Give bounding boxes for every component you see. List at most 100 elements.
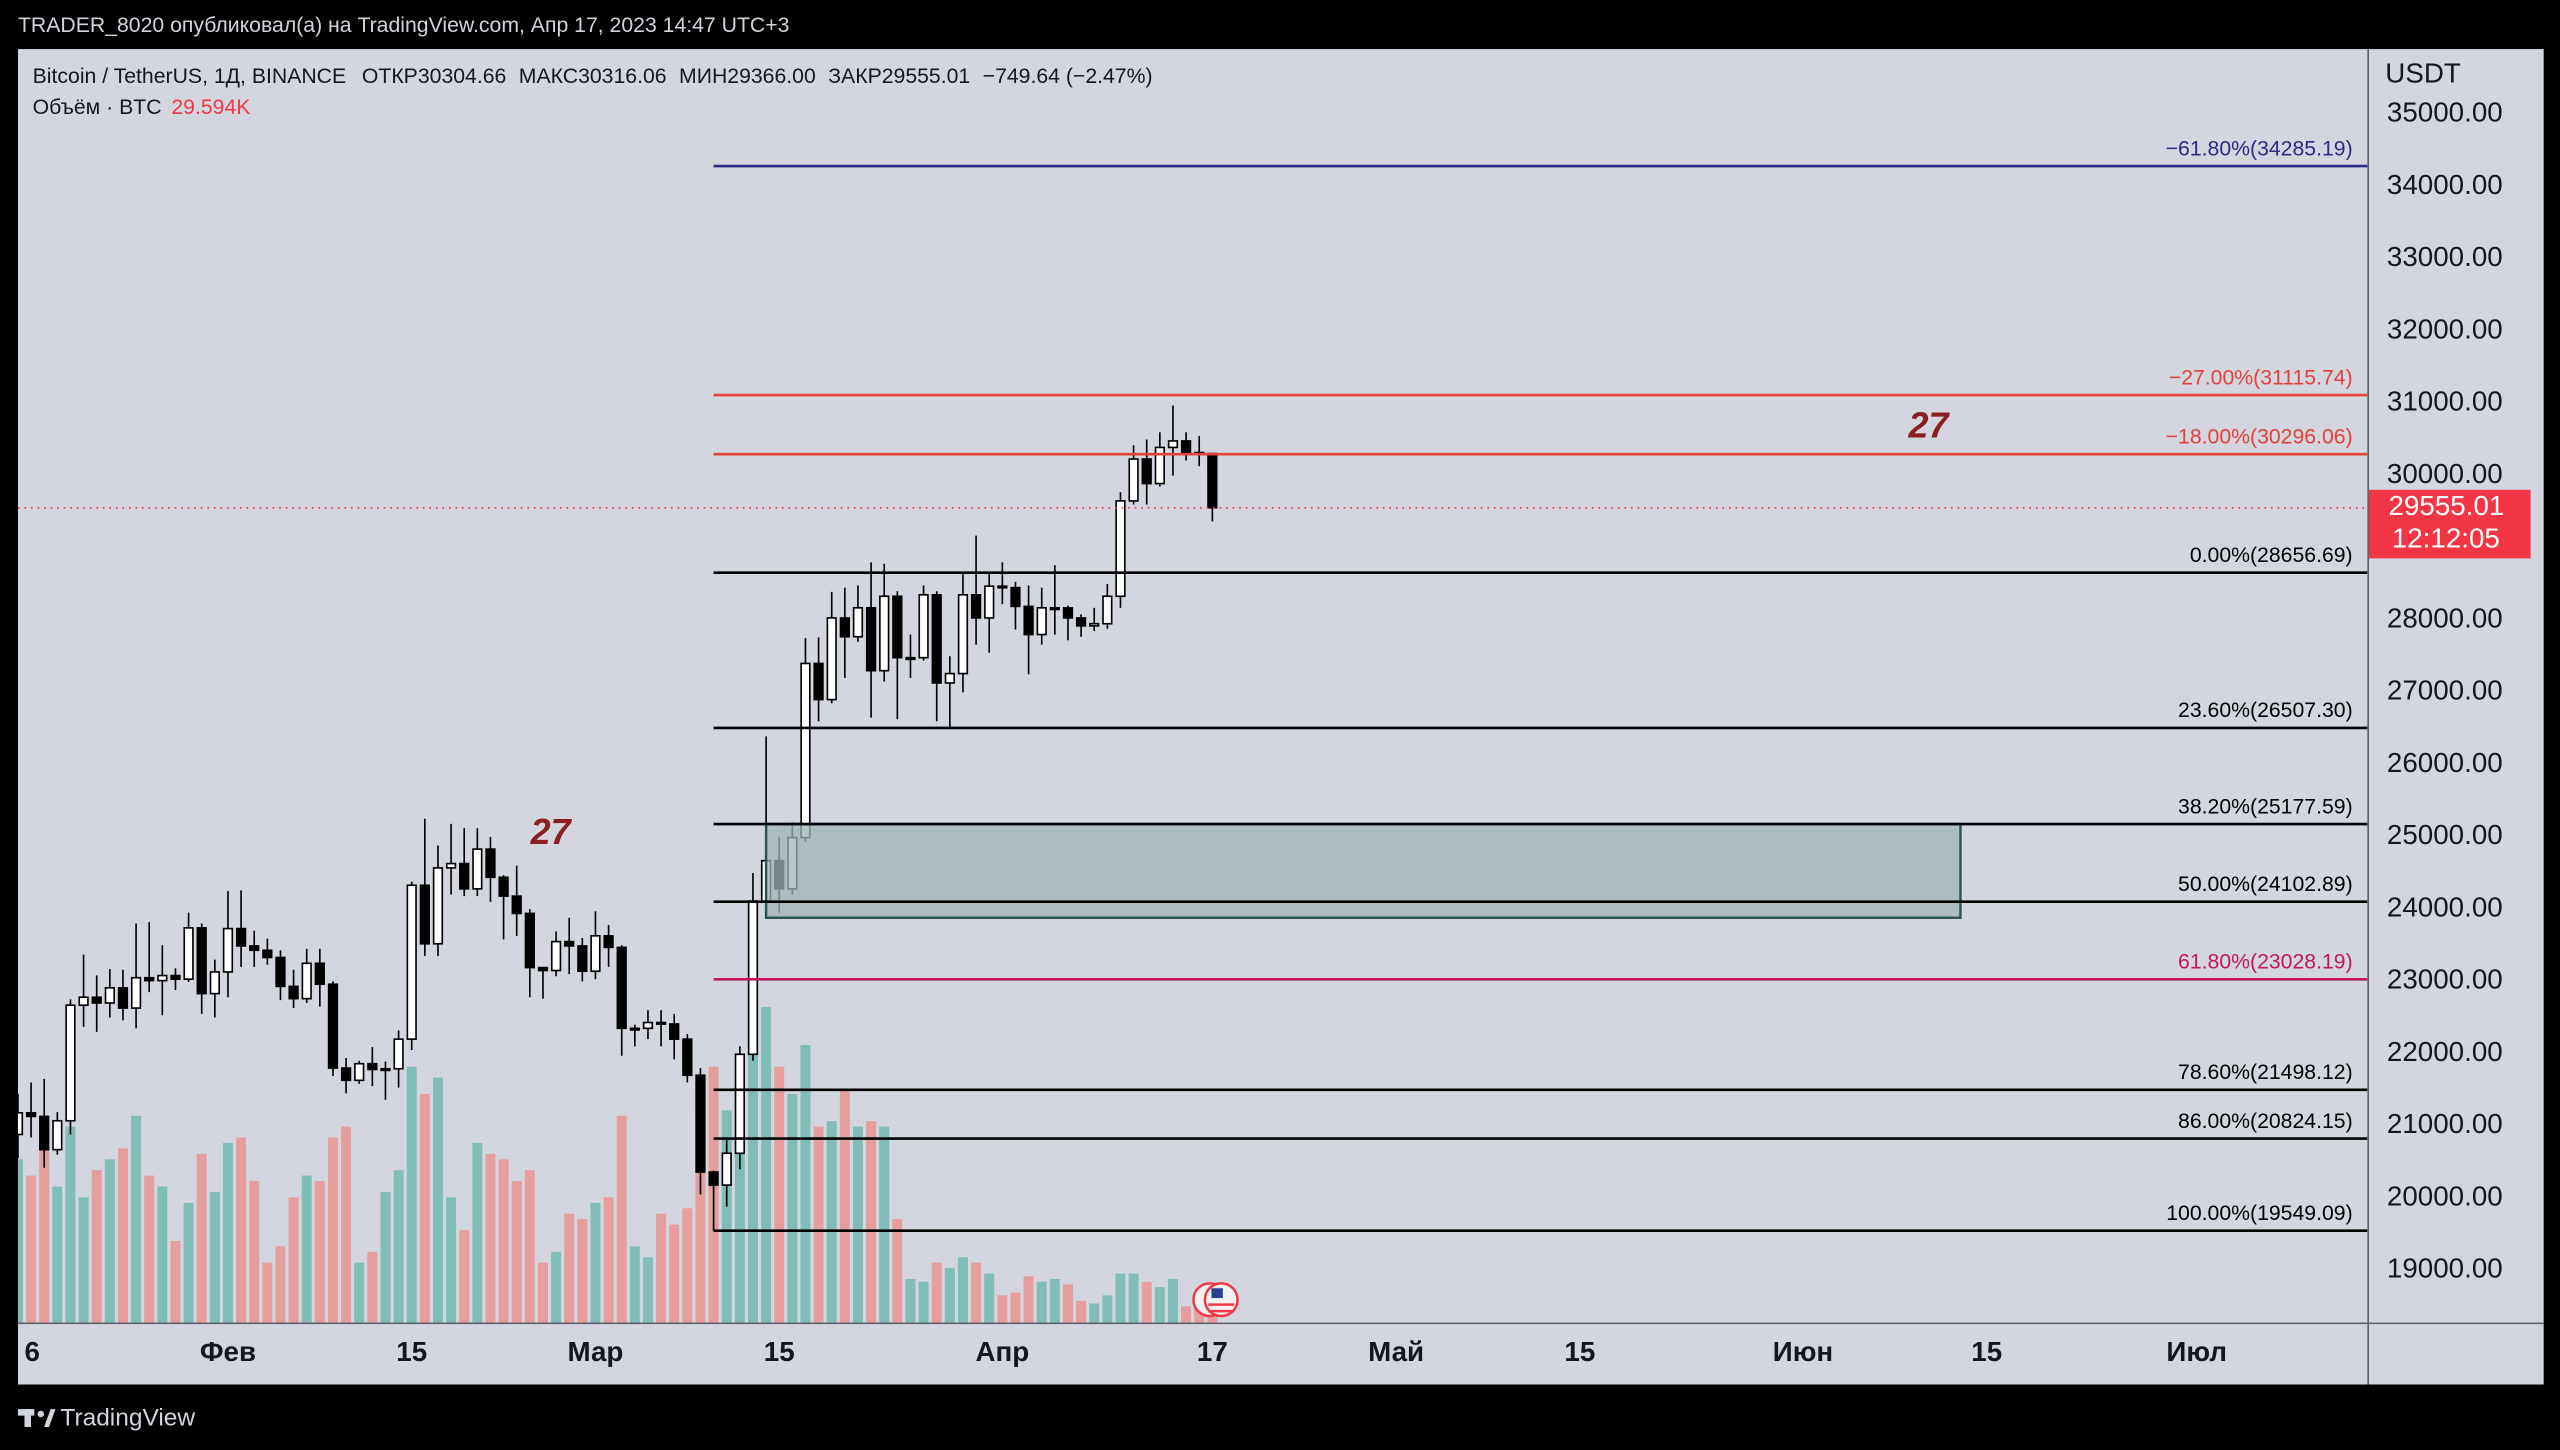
volume-bar <box>1181 1306 1192 1323</box>
x-tick-label: Фев <box>200 1336 256 1367</box>
candle-body <box>222 927 234 973</box>
annotation: 27 <box>1908 404 1951 445</box>
fib-label: 86.00%(20824.15) <box>2178 1110 2353 1133</box>
currency: USDT <box>2385 58 2461 89</box>
candle-body <box>905 656 916 661</box>
volume-bar <box>327 1137 338 1323</box>
price-badge-countdown: 12:12:05 <box>2392 523 2500 554</box>
candle-body <box>616 946 627 1030</box>
volume-bar <box>603 1197 614 1323</box>
candle-body <box>865 607 877 672</box>
volume-bar <box>1128 1273 1139 1323</box>
tradingview-logo-icon <box>17 1409 56 1428</box>
candle-body <box>957 594 969 675</box>
legend-label: ОТКР <box>362 64 418 87</box>
volume-bar <box>1010 1292 1021 1323</box>
y-tick-label: 30000.00 <box>2387 458 2503 489</box>
volume-bar <box>642 1257 653 1323</box>
y-tick-label: 24000.00 <box>2387 891 2503 922</box>
candle-body <box>419 884 430 945</box>
candle-body <box>852 607 864 638</box>
volume-bar <box>892 1219 903 1323</box>
volume-bar <box>734 1093 745 1323</box>
y-tick-label: 26000.00 <box>2387 747 2503 778</box>
annotation: 27 <box>530 811 573 852</box>
volume-bar <box>262 1262 273 1323</box>
candle-body <box>669 1023 680 1040</box>
volume-bar <box>65 1126 76 1323</box>
x-tick-label: 15 <box>1564 1336 1595 1367</box>
fib-label: 100.00%(19549.09) <box>2166 1202 2352 1225</box>
candle-body <box>52 1119 63 1151</box>
y-tick-label: 28000.00 <box>2387 602 2503 633</box>
volume-bar <box>813 1126 824 1323</box>
volume-bar <box>288 1197 299 1323</box>
volume-title: Объём · BTC <box>33 95 162 118</box>
x-tick-label: Апр <box>975 1336 1029 1367</box>
volume-bar <box>590 1202 601 1323</box>
candle-body <box>826 617 837 701</box>
legend-value: 30304.66 <box>418 64 507 87</box>
volume-bar <box>1115 1273 1126 1323</box>
fib-label: −61.80%(34285.19) <box>2166 137 2353 160</box>
volume-bar <box>1023 1276 1034 1323</box>
legend: Bitcoin / TetherUS, 1Д, BINANCE ОТКР3030… <box>33 64 1153 87</box>
volume-bar <box>839 1088 850 1323</box>
y-tick-label: 19000.00 <box>2387 1253 2503 1284</box>
volume-bar <box>577 1219 588 1323</box>
fib-label: 0.00%(28656.69) <box>2190 544 2353 567</box>
volume-bar <box>275 1246 286 1323</box>
candle-body <box>17 1112 24 1136</box>
legend-label: МАКС <box>519 64 578 87</box>
candle-body <box>144 976 155 982</box>
volume-bar <box>170 1240 181 1323</box>
volume-bar <box>406 1066 417 1323</box>
candle-body <box>931 594 942 684</box>
candle-body <box>524 912 535 969</box>
candle-body <box>459 862 470 890</box>
volume-bar <box>1076 1300 1087 1323</box>
volume-legend: Объём · BTC 29.594K <box>33 95 251 118</box>
x-tick-label: 17 <box>1197 1336 1228 1367</box>
y-tick-label: 32000.00 <box>2387 313 2503 344</box>
candle-body <box>1154 446 1165 485</box>
x-tick-label: 15 <box>396 1336 427 1367</box>
volume-bar <box>997 1295 1008 1323</box>
candle-body <box>104 987 115 1004</box>
fib-label: 38.20%(25177.59) <box>2178 795 2353 818</box>
candle-body <box>354 1062 365 1082</box>
fib-label: −18.00%(30296.06) <box>2166 426 2353 449</box>
candle-body <box>209 971 220 995</box>
legend-label: ЗАКР <box>828 64 881 87</box>
volume-bar <box>879 1126 890 1323</box>
volume-bar <box>984 1273 995 1323</box>
candle-body <box>406 884 417 1040</box>
price-badge <box>2368 489 2531 559</box>
candle-body <box>117 987 129 1009</box>
volume-bar <box>931 1262 942 1323</box>
volume-bar <box>682 1208 693 1323</box>
volume-bar <box>944 1268 955 1323</box>
candle-body <box>275 956 286 988</box>
x-tick-label: 6 <box>24 1336 39 1367</box>
y-tick-label: 21000.00 <box>2387 1108 2503 1139</box>
candle-body <box>1023 605 1034 636</box>
volume-bar <box>354 1262 365 1323</box>
candle-body <box>970 594 982 619</box>
axes: 19000.00 20000.00 21000.00 22000.00 23000.00… <box>24 97 2531 1367</box>
volume-bar <box>39 1142 50 1323</box>
volume-bar <box>380 1191 391 1323</box>
x-tick-label: Июл <box>2166 1336 2227 1367</box>
candle-body <box>1115 500 1126 598</box>
volume-bar <box>918 1281 929 1323</box>
symbol: Bitcoin / TetherUS, 1Д, BINANCE <box>33 64 347 87</box>
candle-body <box>39 1115 50 1151</box>
candle-body <box>892 595 903 659</box>
candle-body <box>800 662 811 839</box>
volume-bar <box>314 1181 325 1323</box>
candle-body <box>393 1038 404 1070</box>
candle-body <box>498 876 509 897</box>
y-tick-label: 27000.00 <box>2387 675 2503 706</box>
candle-body <box>25 1112 37 1118</box>
